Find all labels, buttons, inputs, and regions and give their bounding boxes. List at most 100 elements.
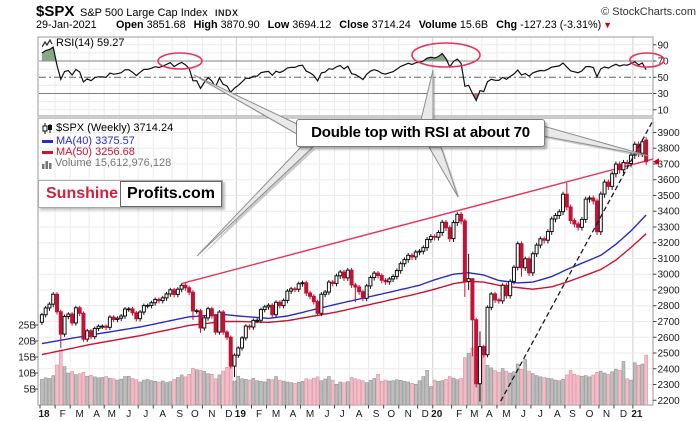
quote-line: 29-Jan-2021 Open 3851.68 High 3870.90 Low …	[36, 19, 700, 31]
x-axis-label: J	[521, 409, 526, 420]
x-axis-label: J	[126, 409, 131, 420]
x-axis-label: J	[325, 409, 330, 420]
callout-beam-shadow	[199, 149, 316, 259]
price-axis-label: 3200	[658, 238, 681, 249]
volume-axis-label: 5B	[24, 385, 37, 396]
ticker-symbol: $SPX	[36, 3, 75, 20]
x-axis-label: M	[470, 409, 478, 420]
price-axis-label: 2900	[658, 285, 681, 296]
watermark-profits: Profits.com	[120, 181, 223, 207]
histogram-icon	[42, 160, 52, 169]
sunshineprofits-watermark: Sunshine Profits.com	[38, 180, 224, 208]
ma50-legend: MA(50) 3256.68	[42, 147, 135, 158]
x-axis-label: 20	[431, 409, 443, 420]
x-axis-label: J	[538, 409, 543, 420]
change-down-triangle-icon: ▼	[603, 20, 613, 30]
ma50-dash-icon	[42, 151, 53, 154]
volume-bars	[40, 346, 648, 405]
x-axis-label: M	[108, 409, 116, 420]
rsi-highlight-ellipse	[157, 52, 203, 70]
x-axis-label: F	[256, 409, 262, 420]
rsi-axis-label: 10	[658, 105, 670, 116]
quote-field: Close 3714.24	[339, 19, 411, 31]
x-axis-label: F	[60, 409, 66, 420]
x-axis-label: F	[456, 409, 462, 420]
callout-beams	[193, 69, 652, 259]
ma50-legend-label: MA(50) 3256.68	[56, 146, 135, 158]
price-axis-label: 2300	[658, 380, 681, 391]
rsi-axis-label: 50	[658, 73, 670, 84]
x-axis-label: N	[405, 409, 412, 420]
price-axis-label: 2600	[658, 333, 681, 344]
rsi-zigzag-icon	[42, 38, 53, 47]
price-axis-label: 2500	[658, 349, 681, 360]
ma40-legend: MA(40) 3375.57	[42, 136, 135, 147]
x-axis-label: M	[75, 409, 83, 420]
rsi-axis-label: 90	[658, 40, 670, 51]
stockcharts-credit: © StockCharts.com	[601, 6, 696, 18]
index-name: S&P 500 Large Cap Index	[80, 7, 208, 19]
x-axis-label: S	[373, 409, 380, 420]
x-axis-label: O	[586, 409, 594, 420]
price-axis-label: 3500	[658, 191, 681, 202]
x-axis-label: O	[191, 409, 199, 420]
callout-beam	[428, 146, 459, 198]
x-axis-label: J	[143, 409, 148, 420]
rsi-highlight-ellipse	[629, 52, 665, 68]
price-axis-label: 3600	[658, 175, 681, 186]
ma40-legend-label: MA(40) 3375.57	[56, 135, 135, 147]
price-axis-label: 3100	[658, 254, 681, 265]
volume-axis-label: 15B	[18, 353, 36, 364]
x-axis-label: J	[340, 409, 345, 420]
ma50-line	[41, 233, 647, 356]
exchange-code: INDX	[215, 8, 239, 18]
x-axis-label: M	[502, 409, 510, 420]
callout-beam	[196, 146, 315, 257]
price-axis-label: 3300	[658, 222, 681, 233]
double-top-annotation: Double top with RSI at about 70	[296, 119, 545, 147]
x-axis-label: M	[272, 409, 280, 420]
quote-date: 29-Jan-2021	[36, 19, 97, 31]
x-axis-label: S	[569, 409, 576, 420]
volume-legend: Volume 15,612,976,128	[42, 158, 171, 169]
volume-axis-label: 25B	[18, 321, 36, 332]
volume-axis-label: 20B	[18, 337, 36, 348]
quote-field: Open 3851.68	[116, 19, 186, 31]
x-axis-label: M	[306, 409, 314, 420]
x-axis-label: 19	[235, 409, 247, 420]
price-axis-label: 3800	[658, 144, 681, 155]
price-axis-label: 3400	[658, 207, 681, 218]
price-axis-label: 3900	[658, 128, 681, 139]
quote-field: Chg -127.23 (-3.31%)	[496, 19, 602, 31]
price-axis-label: 2200	[658, 396, 681, 407]
x-axis-label: D	[620, 409, 627, 420]
price-axis-label: 2800	[658, 301, 681, 312]
volume-axis-label: 10B	[18, 369, 36, 380]
x-axis-label: D	[225, 409, 232, 420]
x-axis-label: A	[356, 409, 363, 420]
x-axis-label: O	[387, 409, 395, 420]
price-axis-label: 2400	[658, 364, 681, 375]
x-axis-label: 18	[38, 409, 50, 420]
candlestick-icon	[42, 123, 52, 134]
rsi-line	[41, 46, 647, 102]
x-axis-label: D	[422, 409, 429, 420]
x-axis-label: A	[554, 409, 561, 420]
rsi-plot	[41, 46, 647, 102]
rising-trendline	[181, 158, 653, 285]
x-axis-label: N	[603, 409, 610, 420]
x-axis-label: A	[486, 409, 493, 420]
candlesticks	[39, 137, 649, 402]
x-axis-label: 21	[631, 409, 643, 420]
ma40-dash-icon	[42, 140, 53, 143]
spx-legend: $SPX (Weekly) 3714.24	[42, 123, 173, 134]
rsi-legend: RSI(14) 59.27	[42, 38, 124, 49]
volume-legend-label: Volume 15,612,976,128	[55, 157, 172, 169]
quote-field: High 3870.90	[193, 19, 260, 31]
price-axis-label: 3700	[658, 159, 681, 170]
x-axis-label: A	[290, 409, 297, 420]
quote-field: Low 3694.12	[267, 19, 332, 31]
callout-beam-shadow	[196, 77, 300, 137]
ma40-line	[41, 214, 647, 345]
